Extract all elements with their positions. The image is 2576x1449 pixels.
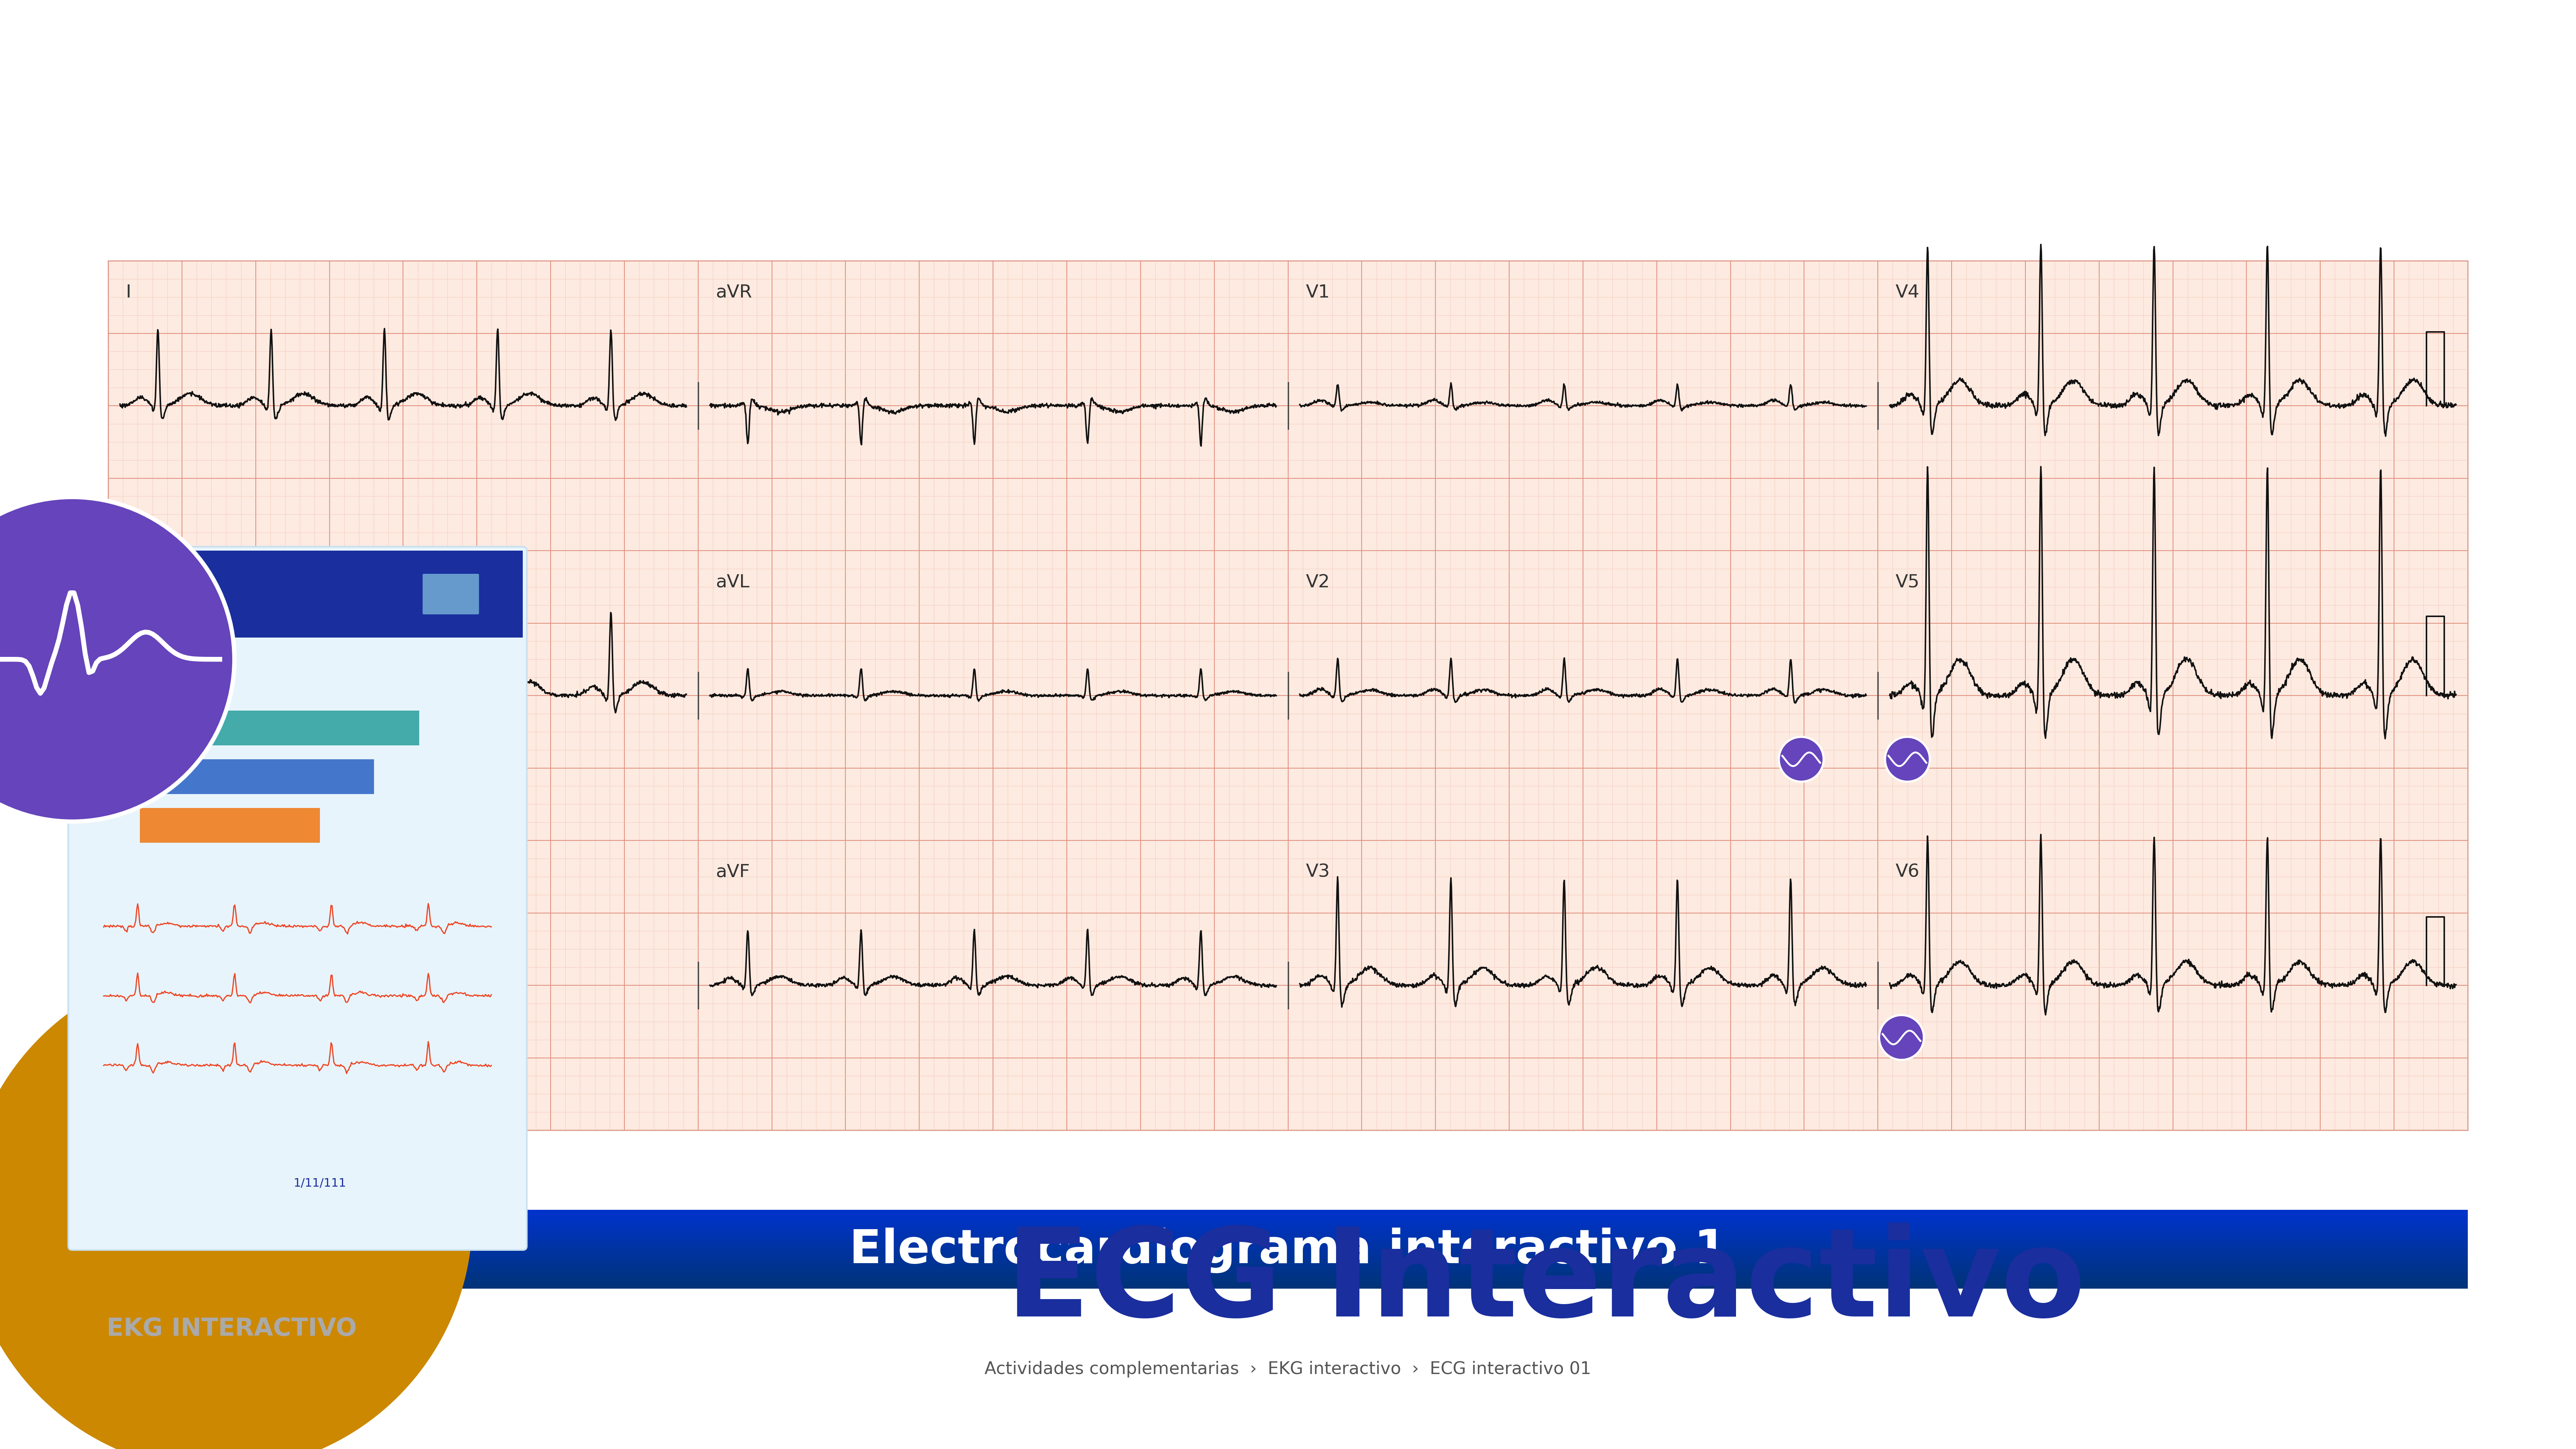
Text: V6: V6 (1896, 864, 1919, 881)
Text: II: II (126, 574, 137, 591)
Circle shape (1878, 1016, 1924, 1059)
Text: 1/11/111: 1/11/111 (294, 1178, 348, 1190)
Text: Electrocardiograma interactivo 1: Electrocardiograma interactivo 1 (850, 1227, 1726, 1274)
Circle shape (0, 964, 471, 1449)
Bar (139, 759, 374, 794)
Text: aVL: aVL (716, 574, 750, 591)
Bar (72, 551, 523, 638)
Text: I: I (126, 284, 131, 301)
Circle shape (0, 497, 234, 822)
Text: ECG Interactivo: ECG Interactivo (1005, 1223, 2087, 1342)
Text: V4: V4 (1896, 284, 1919, 301)
Text: Actividades complementarias  ›  EKG interactivo  ›  ECG interactivo 01: Actividades complementarias › EKG intera… (984, 1361, 1592, 1378)
Bar (139, 809, 319, 843)
FancyBboxPatch shape (70, 546, 526, 1250)
Text: V2: V2 (1306, 574, 1329, 591)
Bar (139, 710, 420, 745)
Text: aVF: aVF (716, 864, 750, 881)
Text: aVR: aVR (716, 284, 752, 301)
Circle shape (1780, 738, 1824, 781)
Text: V5: V5 (1896, 574, 1919, 591)
Text: V1: V1 (1306, 284, 1329, 301)
Circle shape (1886, 738, 1929, 781)
FancyBboxPatch shape (422, 574, 479, 614)
Text: EKG INTERACTIVO: EKG INTERACTIVO (106, 1317, 358, 1340)
Text: V3: V3 (1306, 864, 1329, 881)
Bar (108, 261, 2468, 1130)
